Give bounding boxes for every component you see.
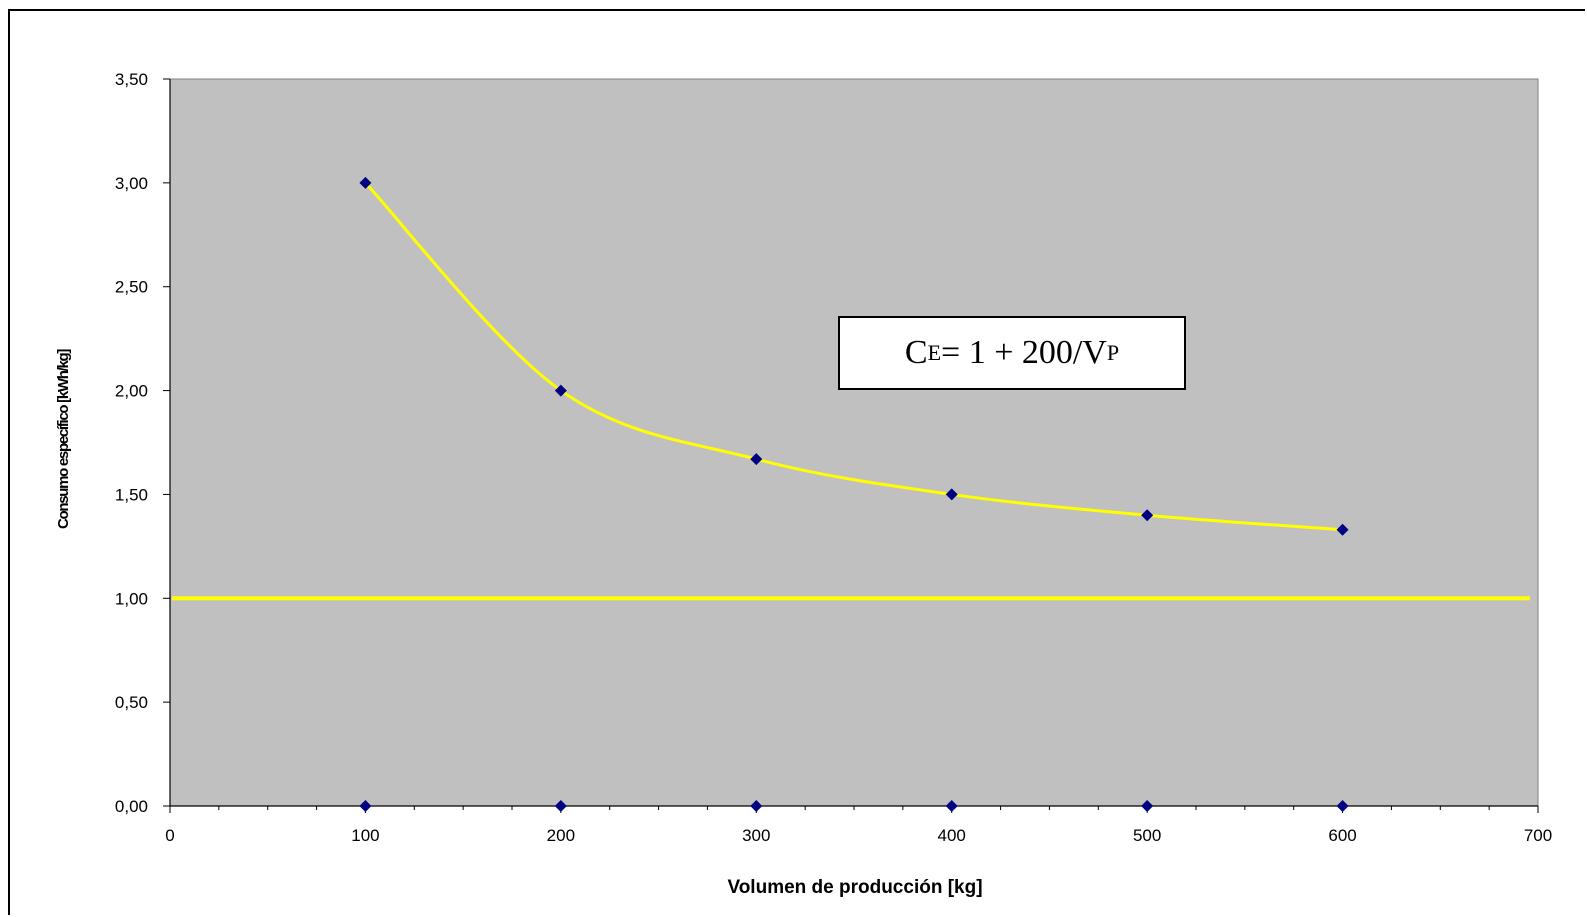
baseline-data-point — [945, 800, 958, 812]
y-tick-label: 2,00 — [115, 382, 148, 401]
plot-area — [169, 78, 1539, 807]
chart-frame — [8, 9, 1585, 915]
baseline-data-point — [359, 800, 372, 812]
y-tick-label: 1,00 — [115, 589, 148, 608]
x-axis-title: Volumen de producción [kg] — [727, 877, 982, 898]
x-axis-ticks: 0 100 200 300 400 500 600 700 — [165, 806, 1552, 845]
curve-data-point — [750, 453, 763, 466]
x-tick-label: 0 — [165, 826, 174, 845]
x-tick-label: 300 — [742, 826, 770, 845]
curve-data-point — [1336, 523, 1349, 536]
baseline-data-point — [554, 800, 567, 812]
curve-data-point — [1141, 509, 1154, 522]
formula-sub-e: E — [927, 340, 942, 365]
y-tick-label: 0,50 — [115, 693, 148, 712]
y-tick-label: 1,50 — [115, 485, 148, 504]
series-layer — [172, 176, 1530, 812]
x-tick-label: 500 — [1133, 826, 1161, 845]
x-tick-label: 200 — [547, 826, 575, 845]
x-tick-label: 100 — [351, 826, 379, 845]
curve-data-point — [554, 384, 567, 397]
y-tick-label: 0,00 — [115, 797, 148, 816]
curve-data-point — [359, 176, 372, 189]
curve-data-point — [945, 488, 958, 501]
x-tick-label: 400 — [938, 826, 966, 845]
y-tick-label: 3,50 — [115, 70, 148, 89]
formula-body: = 1 + 200/V — [941, 334, 1107, 371]
formula-sub-p: P — [1106, 340, 1120, 365]
y-tick-label: 2,50 — [115, 278, 148, 297]
y-tick-label: 3,00 — [115, 174, 148, 193]
curve-series-line — [364, 181, 1343, 532]
formula-annotation: C E = 1 + 200/V P — [838, 316, 1186, 390]
x-tick-label: 600 — [1328, 826, 1356, 845]
y-axis-ticks: 0,00 0,50 1,00 1,50 2,00 2,50 3,00 3,50 — [115, 70, 170, 816]
y-axis-title: Consumo específico [kWh/kg] — [55, 349, 72, 529]
baseline-data-point — [750, 800, 763, 812]
baseline-data-point — [1141, 800, 1154, 812]
x-tick-label: 700 — [1524, 826, 1552, 845]
baseline-data-point — [1336, 800, 1349, 812]
formula-c: C — [904, 334, 928, 371]
